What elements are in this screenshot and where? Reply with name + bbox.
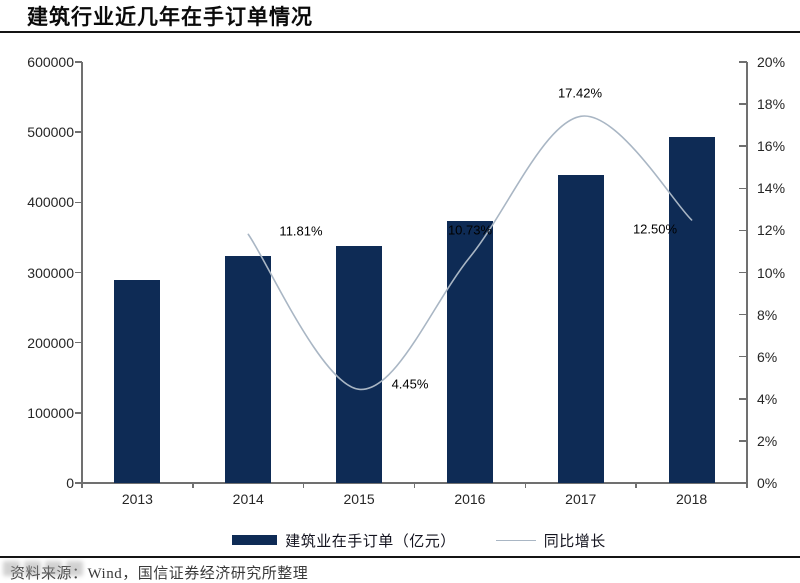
y2-axis-tick-label: 10%	[757, 264, 786, 281]
growth-label-2018: 12.50%	[632, 221, 678, 237]
bar-2018	[668, 136, 715, 483]
x-axis-tick	[302, 483, 305, 488]
x-axis-tick	[524, 483, 527, 488]
y-axis-tick-label: 100000	[27, 404, 74, 421]
y-axis-tick-label: 500000	[27, 124, 74, 141]
y-axis-tick-label: 400000	[27, 194, 74, 211]
y2-axis-tick-label: 18%	[757, 96, 786, 113]
bar-2013	[114, 280, 161, 483]
x-axis-tick	[192, 483, 194, 488]
bar-2016	[446, 220, 493, 483]
y2-axis-tick	[739, 398, 747, 400]
y-axis-tick-label: 0	[66, 475, 74, 491]
y2-axis-tick	[739, 187, 747, 190]
x-axis-label: 2013	[121, 491, 153, 507]
y2-axis-tick	[739, 145, 747, 147]
y2-axis-tick	[739, 61, 747, 63]
y2-axis-tick	[739, 229, 747, 232]
legend-item-line: 同比增长	[495, 530, 606, 551]
y2-axis-tick-label: 8%	[757, 306, 778, 323]
growth-label-2014: 11.81%	[279, 223, 323, 239]
chart-title: 建筑行业近几年在手订单情况	[27, 5, 313, 29]
growth-label-2015: 4.45%	[391, 376, 429, 392]
y2-axis-tick-label: 16%	[757, 138, 786, 155]
y-axis-tick	[75, 61, 82, 63]
line-series-swatch	[495, 539, 536, 541]
legend: 建筑业在手订单（亿元） 同比增长	[0, 529, 800, 551]
y2-axis-tick-label: 6%	[757, 348, 778, 365]
growth-label-2016: 10.73%	[447, 222, 493, 238]
legend-label-line: 同比增长	[543, 533, 606, 550]
y-axis-tick-label: 200000	[27, 334, 74, 351]
y2-axis-tick	[739, 103, 747, 105]
x-axis-label: 2017	[565, 491, 597, 507]
y2-axis-tick-label: 12%	[757, 222, 786, 239]
source-note: 资料来源：Wind，国信证券经济研究所整理	[10, 566, 309, 582]
y2-axis-tick	[739, 355, 747, 358]
y-axis-tick	[75, 201, 82, 204]
x-axis-label: 2014	[232, 491, 264, 507]
y-axis-tick-label: 300000	[27, 264, 74, 281]
y2-axis-tick	[739, 482, 747, 484]
y2-axis-tick-label: 4%	[757, 390, 778, 407]
bar-series-swatch	[232, 535, 278, 545]
y2-axis-tick	[739, 271, 747, 274]
y-axis-tick-label: 600000	[27, 54, 74, 70]
bar-2017	[557, 175, 604, 483]
x-axis-label: 2018	[676, 491, 708, 507]
y2-axis-tick-label: 20%	[757, 54, 786, 70]
x-axis-label: 2016	[454, 491, 486, 507]
x-axis-tick	[81, 483, 83, 488]
x-axis-label: 2015	[343, 491, 375, 507]
footer: 资料来源：Wind，国信证券经济研究所整理	[0, 556, 800, 583]
y-axis-tick	[75, 131, 82, 133]
y-axis-tick	[75, 271, 82, 274]
y2-axis-tick	[739, 313, 747, 316]
y2-axis-tick	[739, 440, 747, 442]
y-axis-tick	[75, 482, 82, 484]
bar-2014	[225, 256, 272, 483]
y-axis-tick	[75, 341, 82, 344]
y2-axis-tick-label: 0%	[757, 475, 778, 491]
x-axis-tick	[746, 483, 748, 488]
legend-item-bars: 建筑业在手订单（亿元）	[232, 530, 456, 551]
y2-axis-tick-label: 2%	[757, 432, 778, 449]
y-axis-tick	[75, 412, 82, 414]
x-axis-tick	[635, 483, 637, 488]
growth-label-2017: 17.42%	[557, 85, 603, 101]
y2-axis-tick-label: 14%	[757, 180, 786, 197]
title-bar: 建筑行业近几年在手订单情况	[0, 0, 800, 33]
bar-2015	[336, 246, 383, 483]
legend-label-bars: 建筑业在手订单（亿元）	[285, 533, 456, 550]
x-axis-tick	[413, 483, 416, 488]
